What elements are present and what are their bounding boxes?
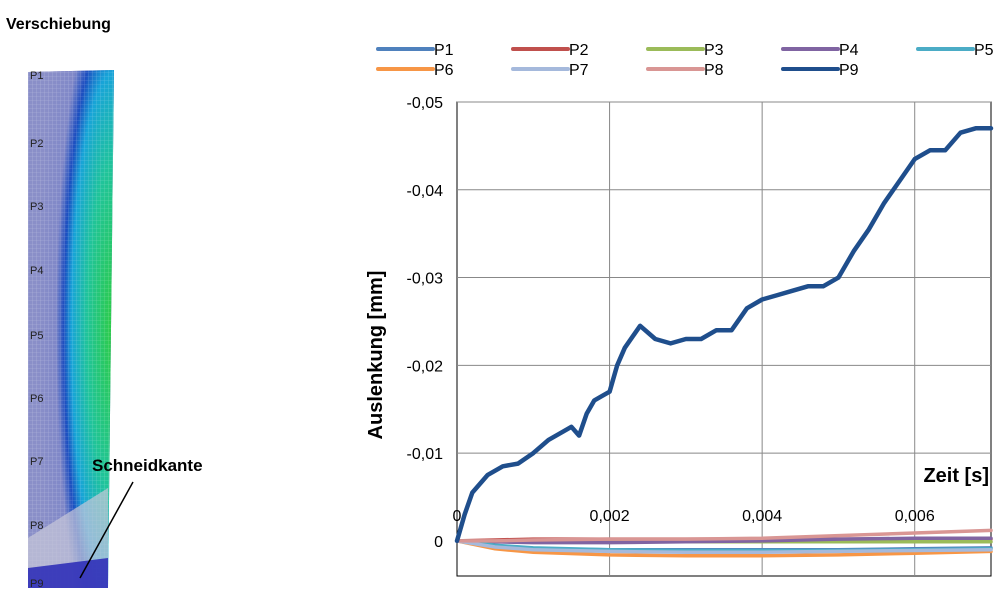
y-tick-label: -0,03 xyxy=(407,271,444,288)
sim-label-p7: P7 xyxy=(30,456,44,468)
legend-label-p6: P6 xyxy=(434,62,454,79)
sim-label-p8: P8 xyxy=(30,520,44,532)
legend-label-p5: P5 xyxy=(974,42,994,59)
legend-label-p7: P7 xyxy=(569,62,589,79)
y-tick-label: 0 xyxy=(434,534,443,551)
series-line-p9 xyxy=(454,126,994,544)
callout-label: Schneidkante xyxy=(92,456,203,475)
x-tick-label: 0,004 xyxy=(742,508,782,525)
left-title: Verschiebung xyxy=(6,16,111,33)
plot-area xyxy=(456,101,992,577)
sim-label-p9: P9 xyxy=(30,578,44,590)
y-tick-label: -0,04 xyxy=(407,183,444,200)
legend-label-p1: P1 xyxy=(434,42,454,59)
sim-label-p2: P2 xyxy=(30,138,44,150)
simulation-mesh-graphic xyxy=(28,70,114,588)
x-tick-label: 0,002 xyxy=(590,508,630,525)
legend-label-p9: P9 xyxy=(839,62,859,79)
legend-label-p3: P3 xyxy=(704,42,724,59)
y-tick-label: -0,05 xyxy=(407,95,444,112)
x-tick-label: 0,006 xyxy=(895,508,935,525)
sim-label-p3: P3 xyxy=(30,201,44,213)
sim-label-p1: P1 xyxy=(30,70,44,82)
y-tick-label: -0,02 xyxy=(407,358,444,375)
series-line-p7 xyxy=(455,539,993,555)
x-axis-title: Zeit [s] xyxy=(923,465,989,487)
y-axis-title: Auslenkung [mm] xyxy=(365,271,387,440)
series-line-p8 xyxy=(455,528,993,543)
simulation-image: P1 P2 P3 P4 P5 P6 P7 P8 P9 xyxy=(28,68,118,590)
legend-label-p4: P4 xyxy=(839,42,859,59)
y-tick-label: -0,01 xyxy=(407,446,444,463)
legend-label-p8: P8 xyxy=(704,62,724,79)
legend-label-p2: P2 xyxy=(569,42,589,59)
sim-label-p5: P5 xyxy=(30,330,44,342)
x-tick-label: 0 xyxy=(453,508,462,525)
series-line-p6 xyxy=(455,539,993,558)
sim-label-p6: P6 xyxy=(30,393,44,405)
sim-label-p4: P4 xyxy=(30,265,44,277)
